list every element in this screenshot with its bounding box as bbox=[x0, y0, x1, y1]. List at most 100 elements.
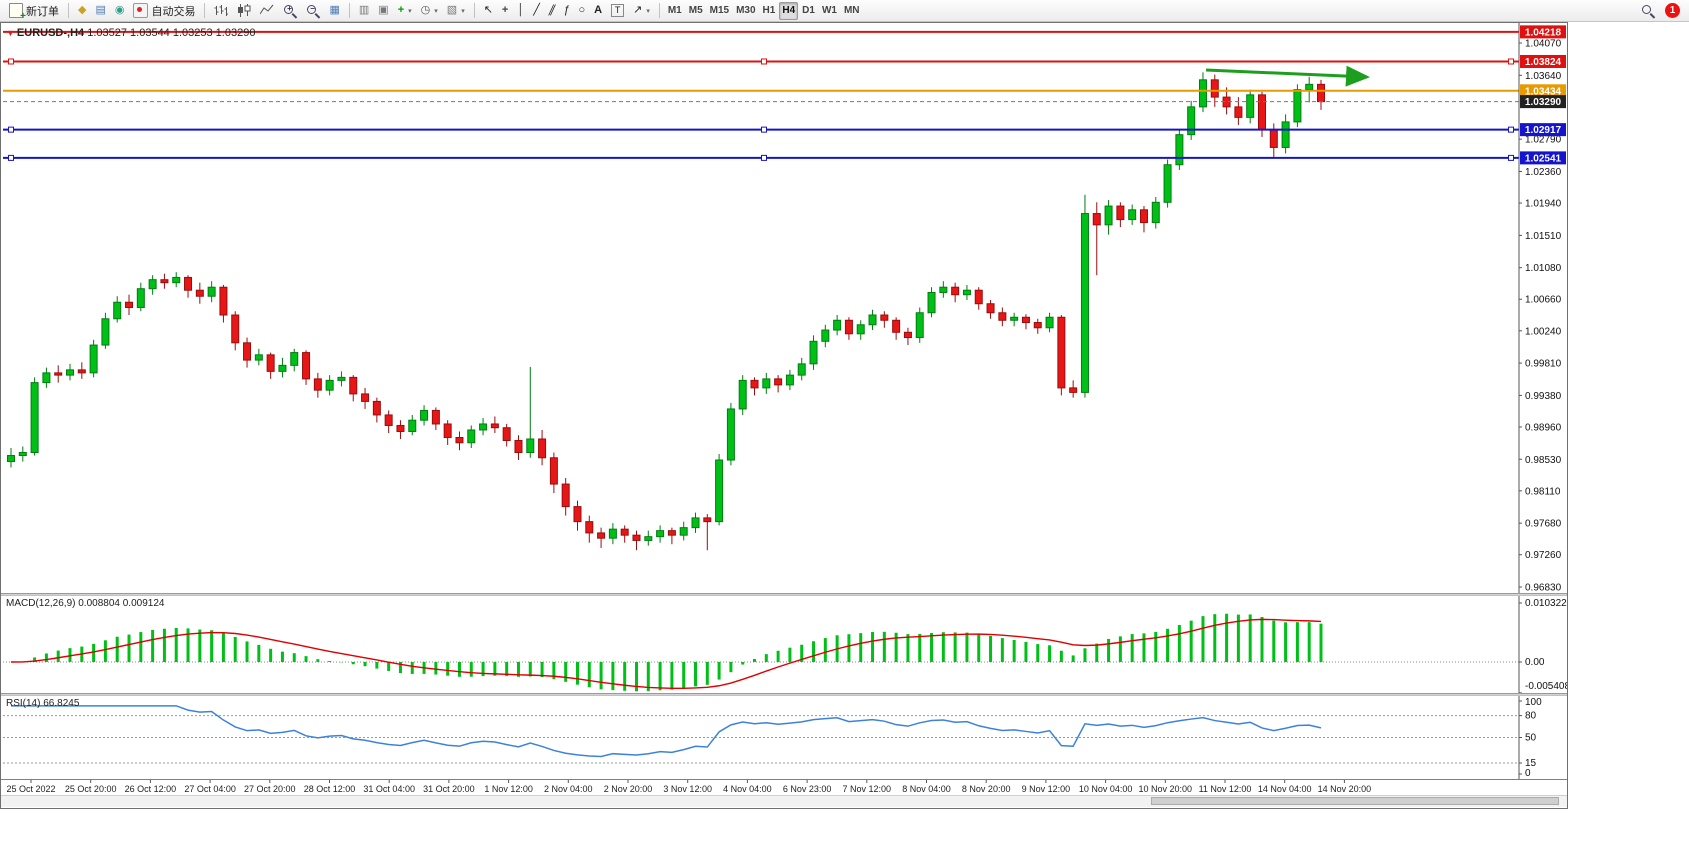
svg-text:80: 80 bbox=[1525, 711, 1537, 722]
svg-text:14 Nov 04:00: 14 Nov 04:00 bbox=[1258, 784, 1312, 794]
period-selector-button[interactable]: ◷ ▾ bbox=[417, 2, 442, 20]
shapes-tool-button[interactable]: ○ bbox=[574, 2, 589, 20]
chart-symbol-period: EURUSD-,H4 bbox=[16, 27, 85, 39]
new-order-label: 新订单 bbox=[26, 5, 59, 18]
label-tool-button[interactable]: T bbox=[607, 2, 628, 20]
svg-text:0.98110: 0.98110 bbox=[1525, 486, 1561, 497]
timeframe-button-m15[interactable]: M15 bbox=[707, 2, 732, 20]
candlestick-chart-button[interactable] bbox=[233, 2, 255, 20]
macd-canvas[interactable]: 0.010322 0.00 -0.005408 bbox=[1, 596, 1567, 693]
rsi-canvas[interactable]: 100 80 50 150 bbox=[1, 696, 1567, 779]
arrows-tool-button[interactable]: ↗ ▾ bbox=[629, 2, 654, 20]
trendline-tool-button[interactable]: ╱ bbox=[529, 2, 544, 20]
data-window-button[interactable]: ◉ bbox=[111, 2, 129, 20]
bar-chart-icon bbox=[214, 5, 229, 16]
trend-arrow[interactable] bbox=[1205, 65, 1370, 87]
fibonacci-tool-button[interactable]: ƒ bbox=[559, 2, 573, 20]
timeframe-button-m1[interactable]: M1 bbox=[665, 2, 685, 20]
chart-ohlc-readout: 1.03527 1.03544 1.03253 1.03290 bbox=[87, 27, 256, 39]
pane-splitter[interactable] bbox=[1, 593, 1567, 596]
bar-chart-button[interactable] bbox=[210, 2, 232, 20]
scrollbar-thumb[interactable] bbox=[1151, 797, 1559, 805]
chevron-down-icon: ▾ bbox=[408, 7, 412, 15]
zoom-out-button[interactable]: − bbox=[302, 2, 324, 20]
add-indicator-icon: + bbox=[397, 4, 405, 16]
arrow-tool-icon: ↗ bbox=[633, 4, 643, 16]
data-window-icon: ◉ bbox=[114, 4, 125, 16]
svg-text:1.03824: 1.03824 bbox=[1525, 57, 1562, 68]
svg-text:0.98530: 0.98530 bbox=[1525, 455, 1562, 466]
new-order-button[interactable]: 新订单 bbox=[5, 2, 63, 22]
arrange-windows-icon: ▣ bbox=[378, 4, 389, 16]
autotrading-label: 自动交易 bbox=[151, 5, 196, 18]
vertical-line-tool-button[interactable]: │ bbox=[513, 2, 528, 20]
svg-text:9 Nov 12:00: 9 Nov 12:00 bbox=[1022, 784, 1071, 794]
svg-text:1.01510: 1.01510 bbox=[1525, 231, 1562, 242]
zoom-in-button[interactable]: + bbox=[279, 2, 301, 20]
main-toolbar: 新订单 ◆ ▤ ◉ 自动交易 + − ▦ ▥ ▣ +▾ ◷▾ ▧▾ ↖ + │ … bbox=[0, 0, 1689, 22]
template-icon: ▧ bbox=[446, 4, 458, 16]
svg-text:27 Oct 20:00: 27 Oct 20:00 bbox=[244, 784, 296, 794]
chevron-down-icon: ▾ bbox=[646, 7, 650, 15]
timeframe-button-m30[interactable]: M30 bbox=[733, 2, 758, 20]
crosshair-tool-button[interactable]: + bbox=[498, 2, 512, 20]
svg-text:25 Oct 2022: 25 Oct 2022 bbox=[6, 784, 55, 794]
template-button[interactable]: ▧ ▾ bbox=[443, 2, 469, 20]
crosshair-icon: + bbox=[501, 4, 509, 16]
arrange-windows-button[interactable]: ▣ bbox=[374, 2, 392, 20]
new-order-icon bbox=[9, 3, 26, 22]
svg-text:50: 50 bbox=[1525, 733, 1537, 744]
time-axis[interactable]: 25 Oct 2022 25 Oct 20:00 26 Oct 12:00 27 Oc… bbox=[1, 779, 1567, 795]
add-indicator-button[interactable]: + ▾ bbox=[394, 2, 416, 20]
svg-text:7 Nov 12:00: 7 Nov 12:00 bbox=[843, 784, 892, 794]
svg-text:27 Oct 04:00: 27 Oct 04:00 bbox=[184, 784, 236, 794]
channel-tool-button[interactable]: ∥ bbox=[545, 2, 559, 20]
horizontal-lines bbox=[3, 30, 1519, 161]
svg-text:28 Oct 12:00: 28 Oct 12:00 bbox=[304, 784, 356, 794]
autotrading-icon bbox=[133, 3, 149, 18]
svg-text:8 Nov 04:00: 8 Nov 04:00 bbox=[902, 784, 951, 794]
horizontal-scrollbar[interactable] bbox=[1, 795, 1567, 807]
toolbar-separator bbox=[204, 3, 206, 18]
svg-text:-0.005408: -0.005408 bbox=[1525, 681, 1567, 692]
tile-windows-button[interactable]: ▦ bbox=[325, 2, 343, 20]
timeframe-button-h4[interactable]: H4 bbox=[779, 1, 799, 20]
candlestick-chart-icon bbox=[238, 4, 251, 17]
timeframe-button-d1[interactable]: D1 bbox=[799, 2, 818, 20]
svg-text:1.02917: 1.02917 bbox=[1525, 125, 1562, 136]
pane-splitter[interactable] bbox=[1, 693, 1567, 696]
toolbar-separator bbox=[68, 3, 69, 18]
notification-badge[interactable]: 1 bbox=[1665, 3, 1680, 18]
svg-text:6 Nov 23:00: 6 Nov 23:00 bbox=[783, 784, 832, 794]
timeframe-button-m5[interactable]: M5 bbox=[686, 2, 706, 20]
timeframe-button-h1[interactable]: H1 bbox=[760, 2, 779, 20]
search-icon[interactable] bbox=[1641, 4, 1655, 18]
timeframe-button-mn[interactable]: MN bbox=[841, 2, 863, 20]
candles bbox=[7, 72, 1325, 551]
svg-text:100: 100 bbox=[1525, 697, 1542, 708]
market-watch-button[interactable]: ▤ bbox=[91, 2, 109, 20]
svg-text:1.03434: 1.03434 bbox=[1525, 86, 1562, 97]
text-tool-button[interactable]: A bbox=[590, 2, 606, 20]
price-chart-canvas[interactable]: 1.04070 1.03640 1.02790 1.02360 1.01940 1.015… bbox=[1, 23, 1567, 593]
cursor-tool-button[interactable]: ↖ bbox=[480, 2, 497, 20]
svg-text:0.98960: 0.98960 bbox=[1525, 422, 1562, 433]
macd-label: MACD(12,26,9) 0.008804 0.009124 bbox=[6, 598, 164, 609]
svg-text:2 Nov 20:00: 2 Nov 20:00 bbox=[604, 784, 653, 794]
profiles-button[interactable]: ◆ bbox=[74, 2, 90, 20]
autotrading-button[interactable]: 自动交易 bbox=[129, 2, 199, 20]
cascade-windows-button[interactable]: ▥ bbox=[355, 2, 373, 20]
macd-name: MACD(12,26,9) bbox=[6, 598, 76, 609]
svg-text:1.01940: 1.01940 bbox=[1525, 199, 1562, 210]
timeframe-button-w1[interactable]: W1 bbox=[819, 2, 840, 20]
line-chart-button[interactable] bbox=[256, 2, 278, 20]
fibonacci-icon: ƒ bbox=[563, 4, 570, 16]
text-icon: A bbox=[594, 4, 603, 16]
svg-text:4 Nov 04:00: 4 Nov 04:00 bbox=[723, 784, 772, 794]
svg-text:1 Nov 12:00: 1 Nov 12:00 bbox=[484, 784, 533, 794]
rsi-line bbox=[11, 705, 1322, 758]
channel-icon: ∥ bbox=[546, 4, 558, 16]
zoom-out-icon: − bbox=[306, 4, 320, 18]
svg-text:25 Oct 20:00: 25 Oct 20:00 bbox=[65, 784, 117, 794]
